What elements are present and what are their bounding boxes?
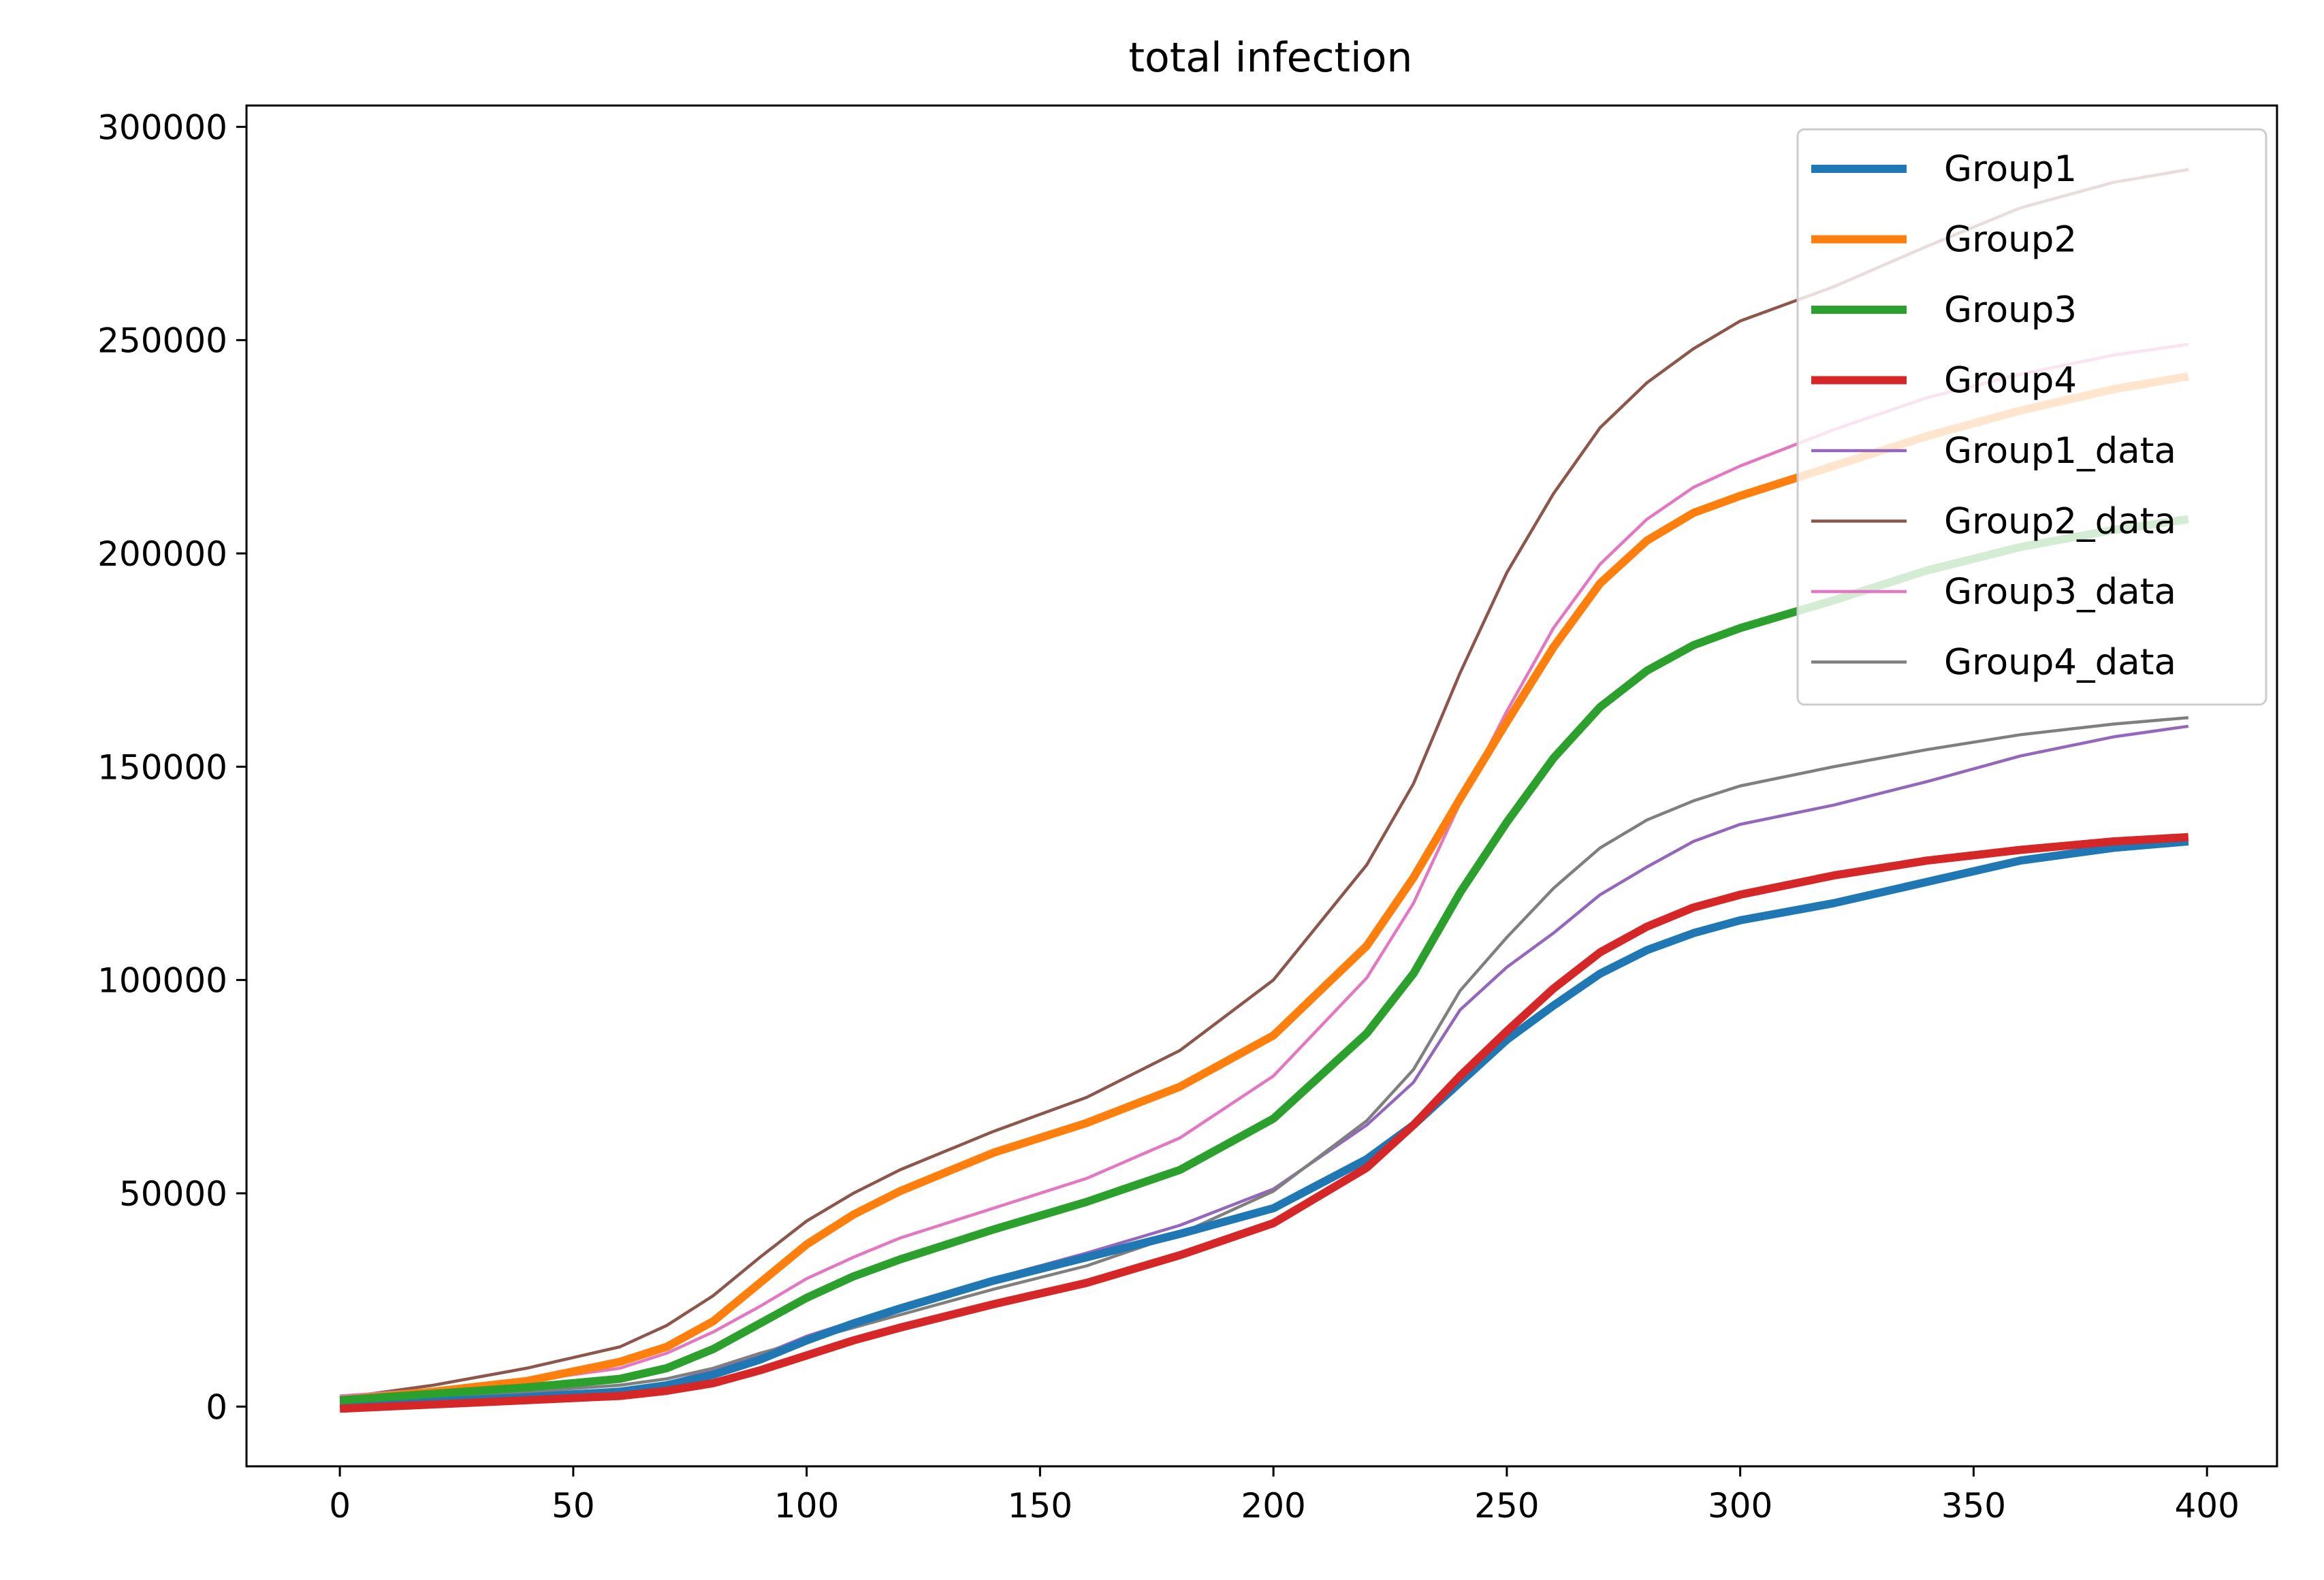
legend-label: Group2_data [1944,501,2176,543]
legend-label: Group3_data [1944,571,2176,613]
legend-label: Group3 [1944,289,2077,331]
series-line-group4-data [339,715,2188,1404]
y-tick-label: 100000 [97,961,227,1001]
legend-label: Group2 [1944,219,2077,261]
series-line-group4 [339,833,2189,1413]
x-tick-label: 300 [1708,1486,1772,1526]
plot-frame [245,104,2278,1468]
x-tick-label: 150 [1008,1486,1072,1526]
x-tick-label: 50 [552,1486,595,1526]
series-layer [339,167,2189,1413]
y-tick-label: 300000 [97,108,227,147]
series-line-group3 [339,515,2189,1404]
legend-label: Group1_data [1944,430,2176,472]
x-tick-label: 200 [1241,1486,1305,1526]
series-line-group3-data [339,342,2189,1398]
y-tick-label: 0 [206,1387,227,1427]
y-tick-label: 200000 [97,534,227,574]
series-line-group2-data [339,167,2189,1400]
x-tick-label: 100 [774,1486,839,1526]
legend-label: Group1 [1944,148,2077,190]
y-tick-label: 250000 [97,321,227,361]
y-tick-label: 50000 [119,1174,227,1214]
x-tick-label: 0 [329,1486,351,1526]
y-tick-label: 150000 [97,747,227,787]
legend-label: Group4 [1944,360,2077,402]
legend: Group1 Group2 Group3 Group4 Group1_data Group… [1796,128,2267,706]
legend-label: Group4_data [1944,642,2176,683]
x-tick-label: 400 [2174,1486,2239,1526]
series-line-group1 [339,837,2189,1409]
series-line-group2 [339,372,2189,1404]
axis-layer: 0 50 100 150 200 250 300 350 400 0 50000 100000 1500… [97,108,2240,1526]
chart-title: total infection [1129,34,1413,82]
x-tick-label: 250 [1474,1486,1539,1526]
legend-box [1796,128,2267,706]
x-tick-label: 350 [1941,1486,2006,1526]
